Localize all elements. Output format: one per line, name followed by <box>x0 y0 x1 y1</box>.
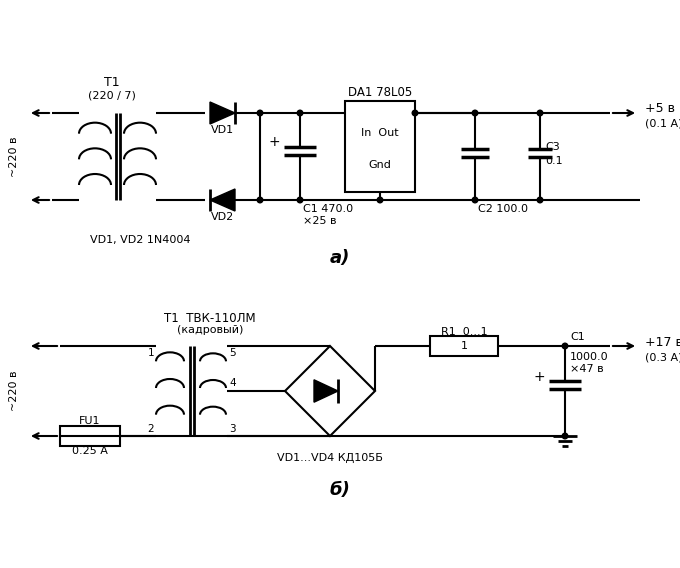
Circle shape <box>297 197 303 203</box>
Text: ~220 в: ~220 в <box>9 136 19 177</box>
Text: C2 100.0: C2 100.0 <box>478 204 528 214</box>
Circle shape <box>537 197 543 203</box>
Text: FU1: FU1 <box>80 416 101 426</box>
Text: VD1...VD4 КД105Б: VD1...VD4 КД105Б <box>277 453 383 463</box>
Text: б): б) <box>330 481 350 499</box>
Text: (0.1 А): (0.1 А) <box>645 119 680 129</box>
Text: +5 в: +5 в <box>645 102 675 115</box>
Circle shape <box>562 433 568 439</box>
Text: +: + <box>269 136 280 149</box>
Text: 3: 3 <box>229 424 236 434</box>
Text: T1: T1 <box>104 77 120 90</box>
Text: 4: 4 <box>229 378 236 388</box>
Text: 0.25 А: 0.25 А <box>72 446 108 456</box>
Text: ×47 в: ×47 в <box>570 364 604 374</box>
Text: 1000.0: 1000.0 <box>570 352 609 362</box>
Text: VD1, VD2 1N4004: VD1, VD2 1N4004 <box>90 235 190 245</box>
Text: ~220 в: ~220 в <box>9 371 19 411</box>
Text: C1: C1 <box>570 332 585 342</box>
Text: (220 / 7): (220 / 7) <box>88 91 136 101</box>
Text: а): а) <box>330 249 350 267</box>
Text: Gnd: Gnd <box>369 160 392 170</box>
Text: In  Out: In Out <box>361 128 398 138</box>
Text: 0.1: 0.1 <box>545 156 562 165</box>
Circle shape <box>297 110 303 116</box>
Text: VD2: VD2 <box>211 212 234 222</box>
Bar <box>430 336 498 356</box>
Text: R1  0...1: R1 0...1 <box>441 327 488 337</box>
Text: DA1 78L05: DA1 78L05 <box>348 86 412 99</box>
Circle shape <box>257 197 262 203</box>
Text: (кадровый): (кадровый) <box>177 325 243 335</box>
Text: 5: 5 <box>229 348 236 358</box>
Text: C1 470.0: C1 470.0 <box>303 204 353 214</box>
Circle shape <box>472 110 478 116</box>
Circle shape <box>537 110 543 116</box>
Text: (0.3 А): (0.3 А) <box>645 352 680 362</box>
Text: 1: 1 <box>148 348 154 358</box>
Circle shape <box>412 110 418 116</box>
Bar <box>60 426 120 446</box>
Text: +17 в: +17 в <box>645 336 680 349</box>
Bar <box>345 101 415 192</box>
Circle shape <box>257 110 262 116</box>
Polygon shape <box>314 380 338 402</box>
Text: C3: C3 <box>545 141 560 152</box>
Circle shape <box>472 197 478 203</box>
Text: 2: 2 <box>148 424 154 434</box>
Text: +: + <box>533 370 545 384</box>
Circle shape <box>377 197 383 203</box>
Circle shape <box>562 343 568 349</box>
Polygon shape <box>210 189 235 211</box>
Text: ×25 в: ×25 в <box>303 216 337 226</box>
Polygon shape <box>210 102 235 124</box>
Text: T1  ТВК-110ЛМ: T1 ТВК-110ЛМ <box>164 311 256 324</box>
Text: 1: 1 <box>460 341 468 351</box>
Text: VD1: VD1 <box>211 125 234 135</box>
